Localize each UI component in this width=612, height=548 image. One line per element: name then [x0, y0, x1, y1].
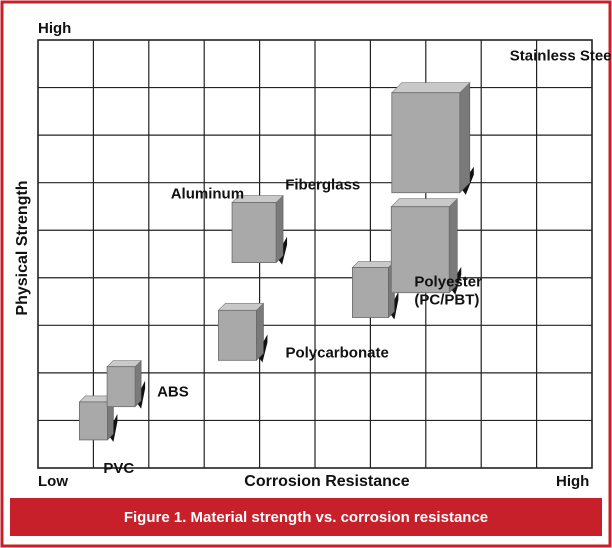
- data-label-line: (PC/PBT): [414, 292, 479, 309]
- data-point-stainless-steel: [391, 81, 474, 195]
- marker-side-face: [275, 194, 284, 264]
- data-labels: PVC ABS Polycarbonate Aluminum Polyester (PC/…: [103, 48, 612, 477]
- data-label-line: Polyester: [414, 274, 482, 291]
- marker-top-face: [217, 303, 265, 311]
- data-point-aluminum: [231, 194, 288, 265]
- figure-caption: Figure 1. Material strength vs. corrosio…: [123, 508, 489, 526]
- marker-top-face: [351, 261, 396, 268]
- marker-top-face: [106, 360, 142, 367]
- x-axis-title: Corrosion Resistance: [244, 473, 409, 490]
- data-markers: [78, 81, 474, 442]
- marker-front-face: [231, 202, 277, 264]
- data-label-pvc: PVC: [103, 460, 134, 477]
- data-label-abs: ABS: [157, 384, 189, 401]
- marker-top-face: [391, 82, 471, 94]
- data-point-abs: [106, 359, 146, 409]
- marker-front-face: [390, 206, 450, 294]
- data-label-fiberglass: Fiberglass: [285, 177, 360, 194]
- caption-background: [10, 498, 602, 536]
- x-axis-low-label: Low: [38, 473, 68, 490]
- data-label-aluminum: Aluminum: [171, 186, 244, 203]
- marker-front-face: [79, 401, 108, 441]
- marker-side-face: [459, 81, 471, 194]
- data-point-polycarbonate: [217, 302, 268, 363]
- data-point-fiberglass: [390, 197, 462, 295]
- x-axis-high-label: High: [556, 473, 589, 490]
- data-label-polyester-pc-pbt: Polyester (PC/PBT): [414, 274, 482, 309]
- data-label-polycarbonate: Polycarbonate: [285, 344, 388, 361]
- marker-front-face: [351, 267, 389, 318]
- y-axis-high-label: High: [38, 20, 71, 37]
- marker-side-face: [134, 359, 142, 408]
- y-axis-title: Physical Strength: [14, 180, 31, 315]
- marker-front-face: [218, 309, 257, 361]
- marker-front-face: [106, 366, 136, 408]
- data-label-stainless-steel: Stainless Steel: [510, 48, 612, 65]
- marker-front-face: [391, 92, 461, 194]
- grid: [37, 39, 593, 469]
- marker-side-face: [256, 302, 264, 362]
- marker-top-face: [390, 198, 458, 208]
